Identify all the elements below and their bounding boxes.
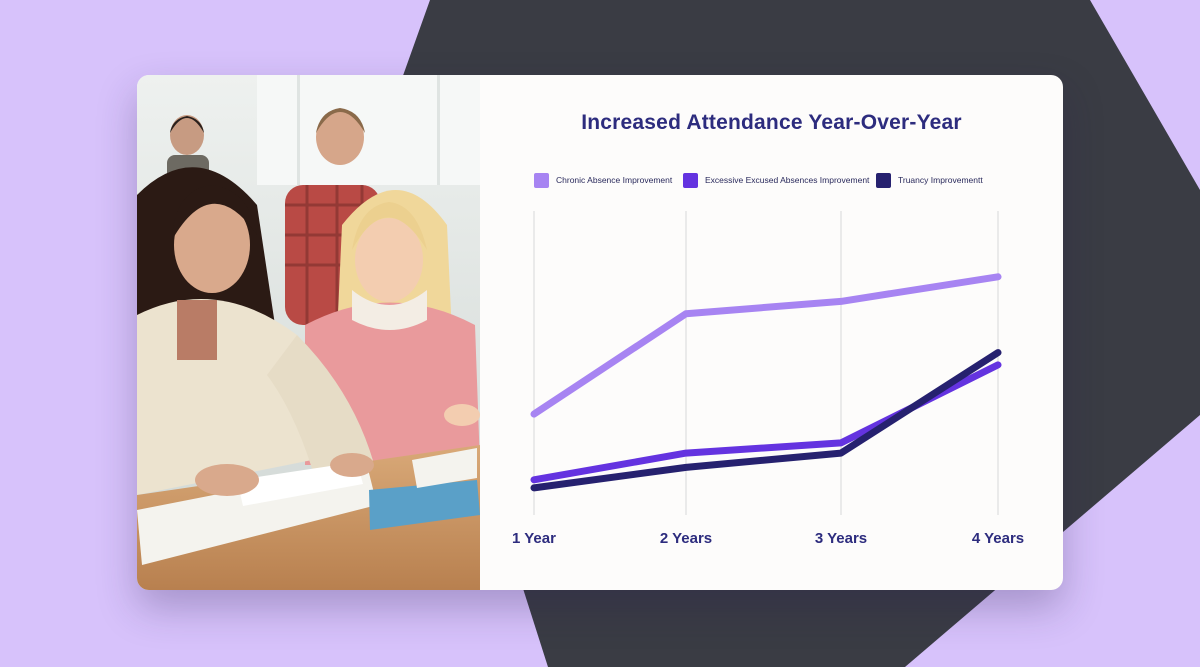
legend-swatch-excused [683, 172, 698, 188]
x-tick-label-4: 4 Years [972, 530, 1024, 547]
legend-item-truancy: Truancy Improvementt [876, 172, 983, 188]
chart-title: Increased Attendance Year-Over-Year [581, 111, 962, 134]
series-line-1 [530, 273, 1002, 418]
x-tick-label-3: 3 Years [815, 530, 867, 547]
legend-swatch-chronic [534, 172, 549, 188]
chart-panel: Increased Attendance Year-Over-Year Chro… [480, 75, 1063, 590]
x-tick-label-1: 1 Year [512, 530, 556, 547]
students-photo [137, 75, 480, 590]
chart-legend: Chronic Absence Improvement Excessive Ex… [480, 172, 1063, 192]
legend-item-excused: Excessive Excused Absences Improvement [683, 172, 869, 188]
legend-swatch-truancy [876, 172, 891, 188]
line-chart: 1 Year 2 Years 3 Years 4 Years [512, 211, 1024, 547]
legend-label-excused: Excessive Excused Absences Improvement [705, 175, 870, 185]
x-tick-label-2: 2 Years [660, 530, 712, 547]
legend-label-truancy: Truancy Improvementt [898, 175, 983, 185]
series-line-3 [530, 349, 1002, 492]
legend-item-chronic: Chronic Absence Improvement [534, 172, 672, 188]
legend-label-chronic: Chronic Absence Improvement [556, 175, 673, 185]
content-card: Increased Attendance Year-Over-Year Chro… [137, 75, 1063, 590]
